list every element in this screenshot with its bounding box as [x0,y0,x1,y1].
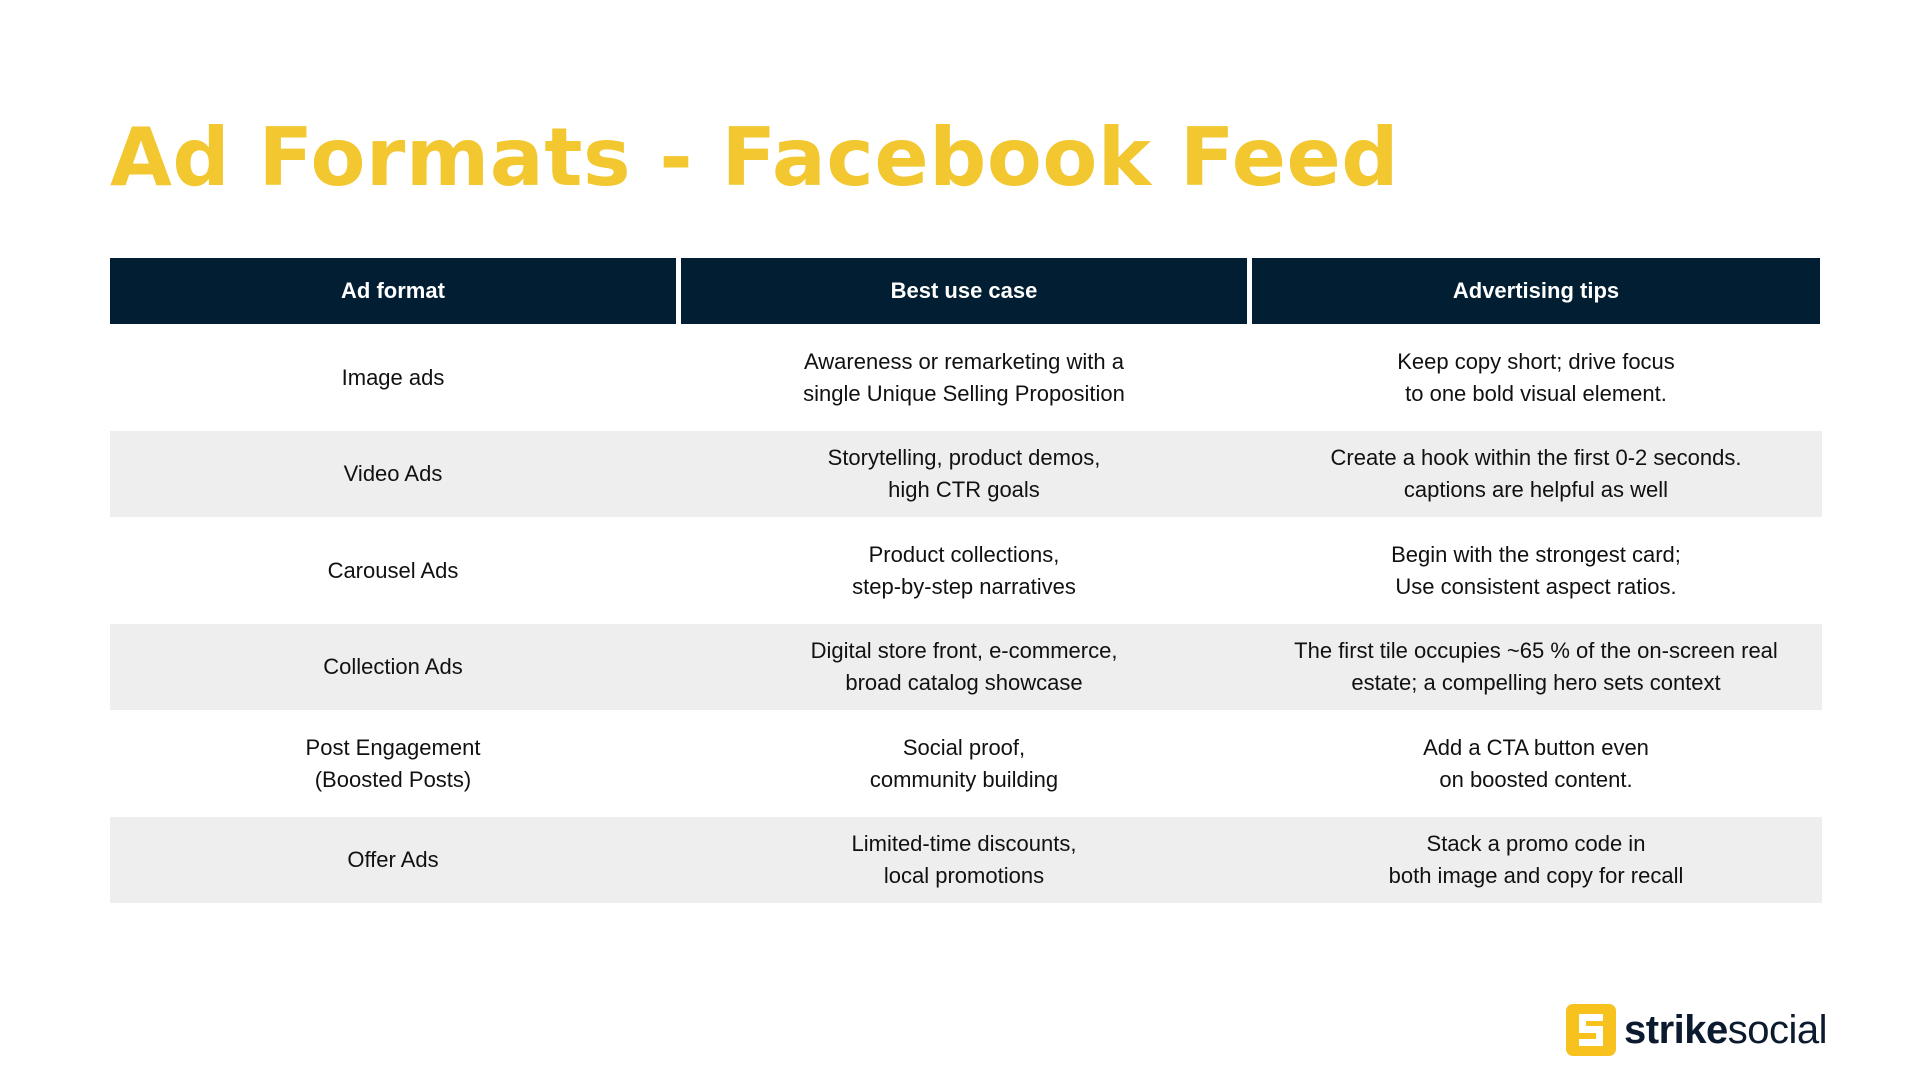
header-advertising-tips: Advertising tips [1252,258,1820,324]
ad-format-cell: Image ads [341,364,445,390]
ad-format-cell: Carousel Ads [327,557,459,583]
use-case-cell: Awareness or remarketing with a single U… [803,348,1125,406]
ad-format-cell: Post Engagement (Boosted Posts) [305,734,481,792]
header-best-use-case: Best use case [681,258,1247,324]
table-row: Collection Ads Digital store front, e-co… [110,624,1822,710]
ad-format-cell: Video Ads [343,461,443,486]
tips-cell: Add a CTA button even on boosted content… [1423,734,1649,792]
brand-name-bold: strike [1624,1008,1728,1052]
use-case-cell: Product collections, step-by-step narrat… [852,541,1076,599]
use-case-cell: Digital store front, e-commerce, broad c… [810,638,1118,695]
table-header-row: Ad format Best use case Advertising tips [110,258,1822,324]
table-row: Offer Ads Limited-time discounts, local … [110,817,1822,903]
brand-name: strikesocial [1624,1004,1828,1056]
tips-cell: Keep copy short; drive focus to one bold… [1397,348,1675,406]
brand-name-light: social [1727,1008,1828,1052]
page-title: Ad Formats - Facebook Feed [110,111,1400,204]
use-case-cell: Social proof, community building [869,734,1059,792]
table-row: Video Ads Storytelling, product demos, h… [110,431,1822,517]
table-row: Image ads Awareness or remarketing with … [110,324,1822,431]
tips-cell: The first tile occupies ~65 % of the on-… [1294,638,1778,695]
ad-format-cell: Collection Ads [323,654,463,679]
use-case-cell: Limited-time discounts, local promotions [851,831,1077,888]
tips-cell: Begin with the strongest card; Use consi… [1391,541,1681,599]
header-ad-format: Ad format [110,258,676,324]
table-row: Carousel Ads Product collections, step-b… [110,517,1822,624]
strike-social-logo-icon [1566,1004,1616,1056]
ad-formats-table: Ad format Best use case Advertising tips… [110,258,1822,903]
tips-cell: Stack a promo code in both image and cop… [1388,831,1684,888]
tips-cell: Create a hook within the first 0-2 secon… [1330,445,1742,502]
use-case-cell: Storytelling, product demos, high CTR go… [827,445,1101,502]
table-row: Post Engagement (Boosted Posts) Social p… [110,710,1822,817]
strike-social-logo: strikesocial [1566,1004,1828,1056]
ad-format-cell: Offer Ads [347,847,439,872]
